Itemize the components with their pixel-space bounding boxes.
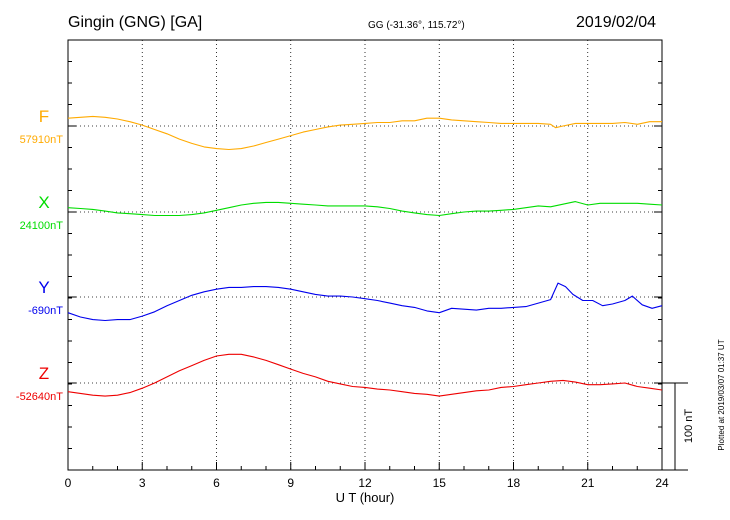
series-baseline-f: 57910nT [20, 134, 64, 146]
series-line-y [67, 282, 663, 322]
plotted-timestamp: Plotted at 2019/03/07 01:37 UT [717, 339, 726, 450]
x-tick-label: 21 [581, 476, 595, 490]
x-tick-label: 6 [213, 476, 220, 490]
x-tick-label: 18 [507, 476, 521, 490]
x-tick-label: 3 [139, 476, 146, 490]
x-tick-label: 9 [287, 476, 294, 490]
series-baseline-z: -52640nT [16, 391, 63, 403]
plot-date: 2019/02/04 [576, 14, 656, 31]
axis-ticks [67, 39, 663, 471]
series-line-x [67, 201, 663, 217]
series-baseline-y: -690nT [28, 305, 63, 317]
x-tick-label: 12 [358, 476, 372, 490]
x-tick-label: 24 [655, 476, 669, 490]
station-coords: GG (-31.36°, 115.72°) [368, 20, 465, 31]
series-labels: F 57910nT X 24100nT Y -690nT Z -52640nT [16, 107, 63, 403]
series-baseline-x: 24100nT [20, 220, 64, 232]
series-name-f: F [39, 107, 49, 126]
series-name-y: Y [38, 278, 49, 297]
x-tick-label: 0 [65, 476, 72, 490]
scale-bar [662, 382, 688, 471]
series-line-z [67, 353, 663, 397]
x-axis-label: U T (hour) [336, 490, 395, 505]
x-tick-label: 15 [433, 476, 447, 490]
scale-bar-label: 100 nT [683, 409, 695, 444]
series-name-z: Z [39, 364, 49, 383]
series-name-x: X [38, 193, 49, 212]
grid-lines [68, 40, 662, 470]
x-tick-labels: 0 3 6 9 12 15 18 21 24 [65, 476, 669, 490]
traces [67, 115, 663, 397]
series-line-f [67, 115, 662, 151]
station-title: Gingin (GNG) [GA] [68, 14, 202, 31]
